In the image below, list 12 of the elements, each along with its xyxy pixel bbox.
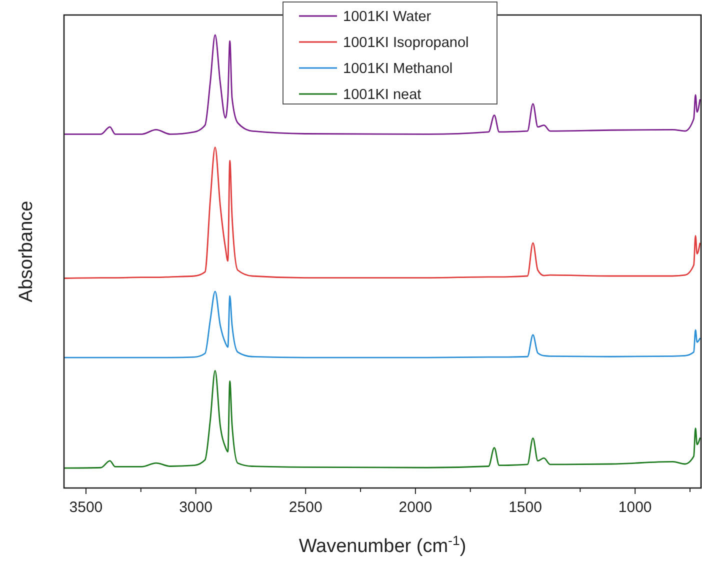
x-tick-label: 3500 (69, 499, 103, 516)
x-tick-label: 1000 (618, 499, 652, 516)
y-axis-title: Absorbance (16, 200, 37, 302)
x-tick-label: 2000 (398, 499, 432, 516)
legend-label: 1001KI Water (343, 9, 432, 25)
x-axis-title: Wavenumber (cm$^{-1}$) (298, 532, 466, 557)
legend-label: 1001KI neat (343, 87, 422, 103)
x-tick-label: 3000 (179, 499, 212, 516)
legend-label: 1001KI Methanol (343, 61, 453, 77)
x-tick-label: 2500 (288, 499, 322, 516)
legend-label: 1001KI Isopropanol (343, 35, 469, 51)
x-tick-label: 1500 (508, 499, 542, 516)
